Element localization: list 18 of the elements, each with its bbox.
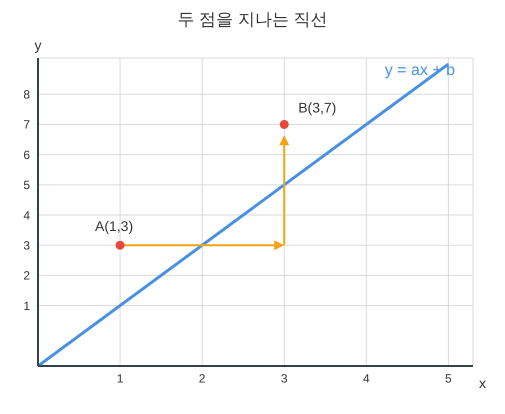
x-tick-label: 2 <box>198 372 206 386</box>
annotation: B(3,7) <box>298 99 336 116</box>
y-tick-label: 3 <box>23 238 30 252</box>
x-tick-label: 5 <box>445 372 452 386</box>
y-tick-label: 4 <box>23 208 30 222</box>
y-axis-title: y <box>34 37 42 53</box>
x-tick-label: 4 <box>362 372 370 386</box>
y-tick-label: 2 <box>23 268 30 283</box>
annotation: A(1,3) <box>95 218 134 234</box>
y-tick-label: 7 <box>23 118 30 132</box>
x-axis-title: x <box>479 374 486 391</box>
y-tick-label: 5 <box>23 178 30 192</box>
x-tick-label: 3 <box>280 372 288 386</box>
y-tick-label: 6 <box>23 148 30 162</box>
x-tick-label: 1 <box>116 372 124 386</box>
chart-title: 두 점을 지나는 직선 <box>176 9 329 31</box>
y-tick-label: 1 <box>23 298 30 313</box>
y-tick-label: 8 <box>23 87 30 102</box>
